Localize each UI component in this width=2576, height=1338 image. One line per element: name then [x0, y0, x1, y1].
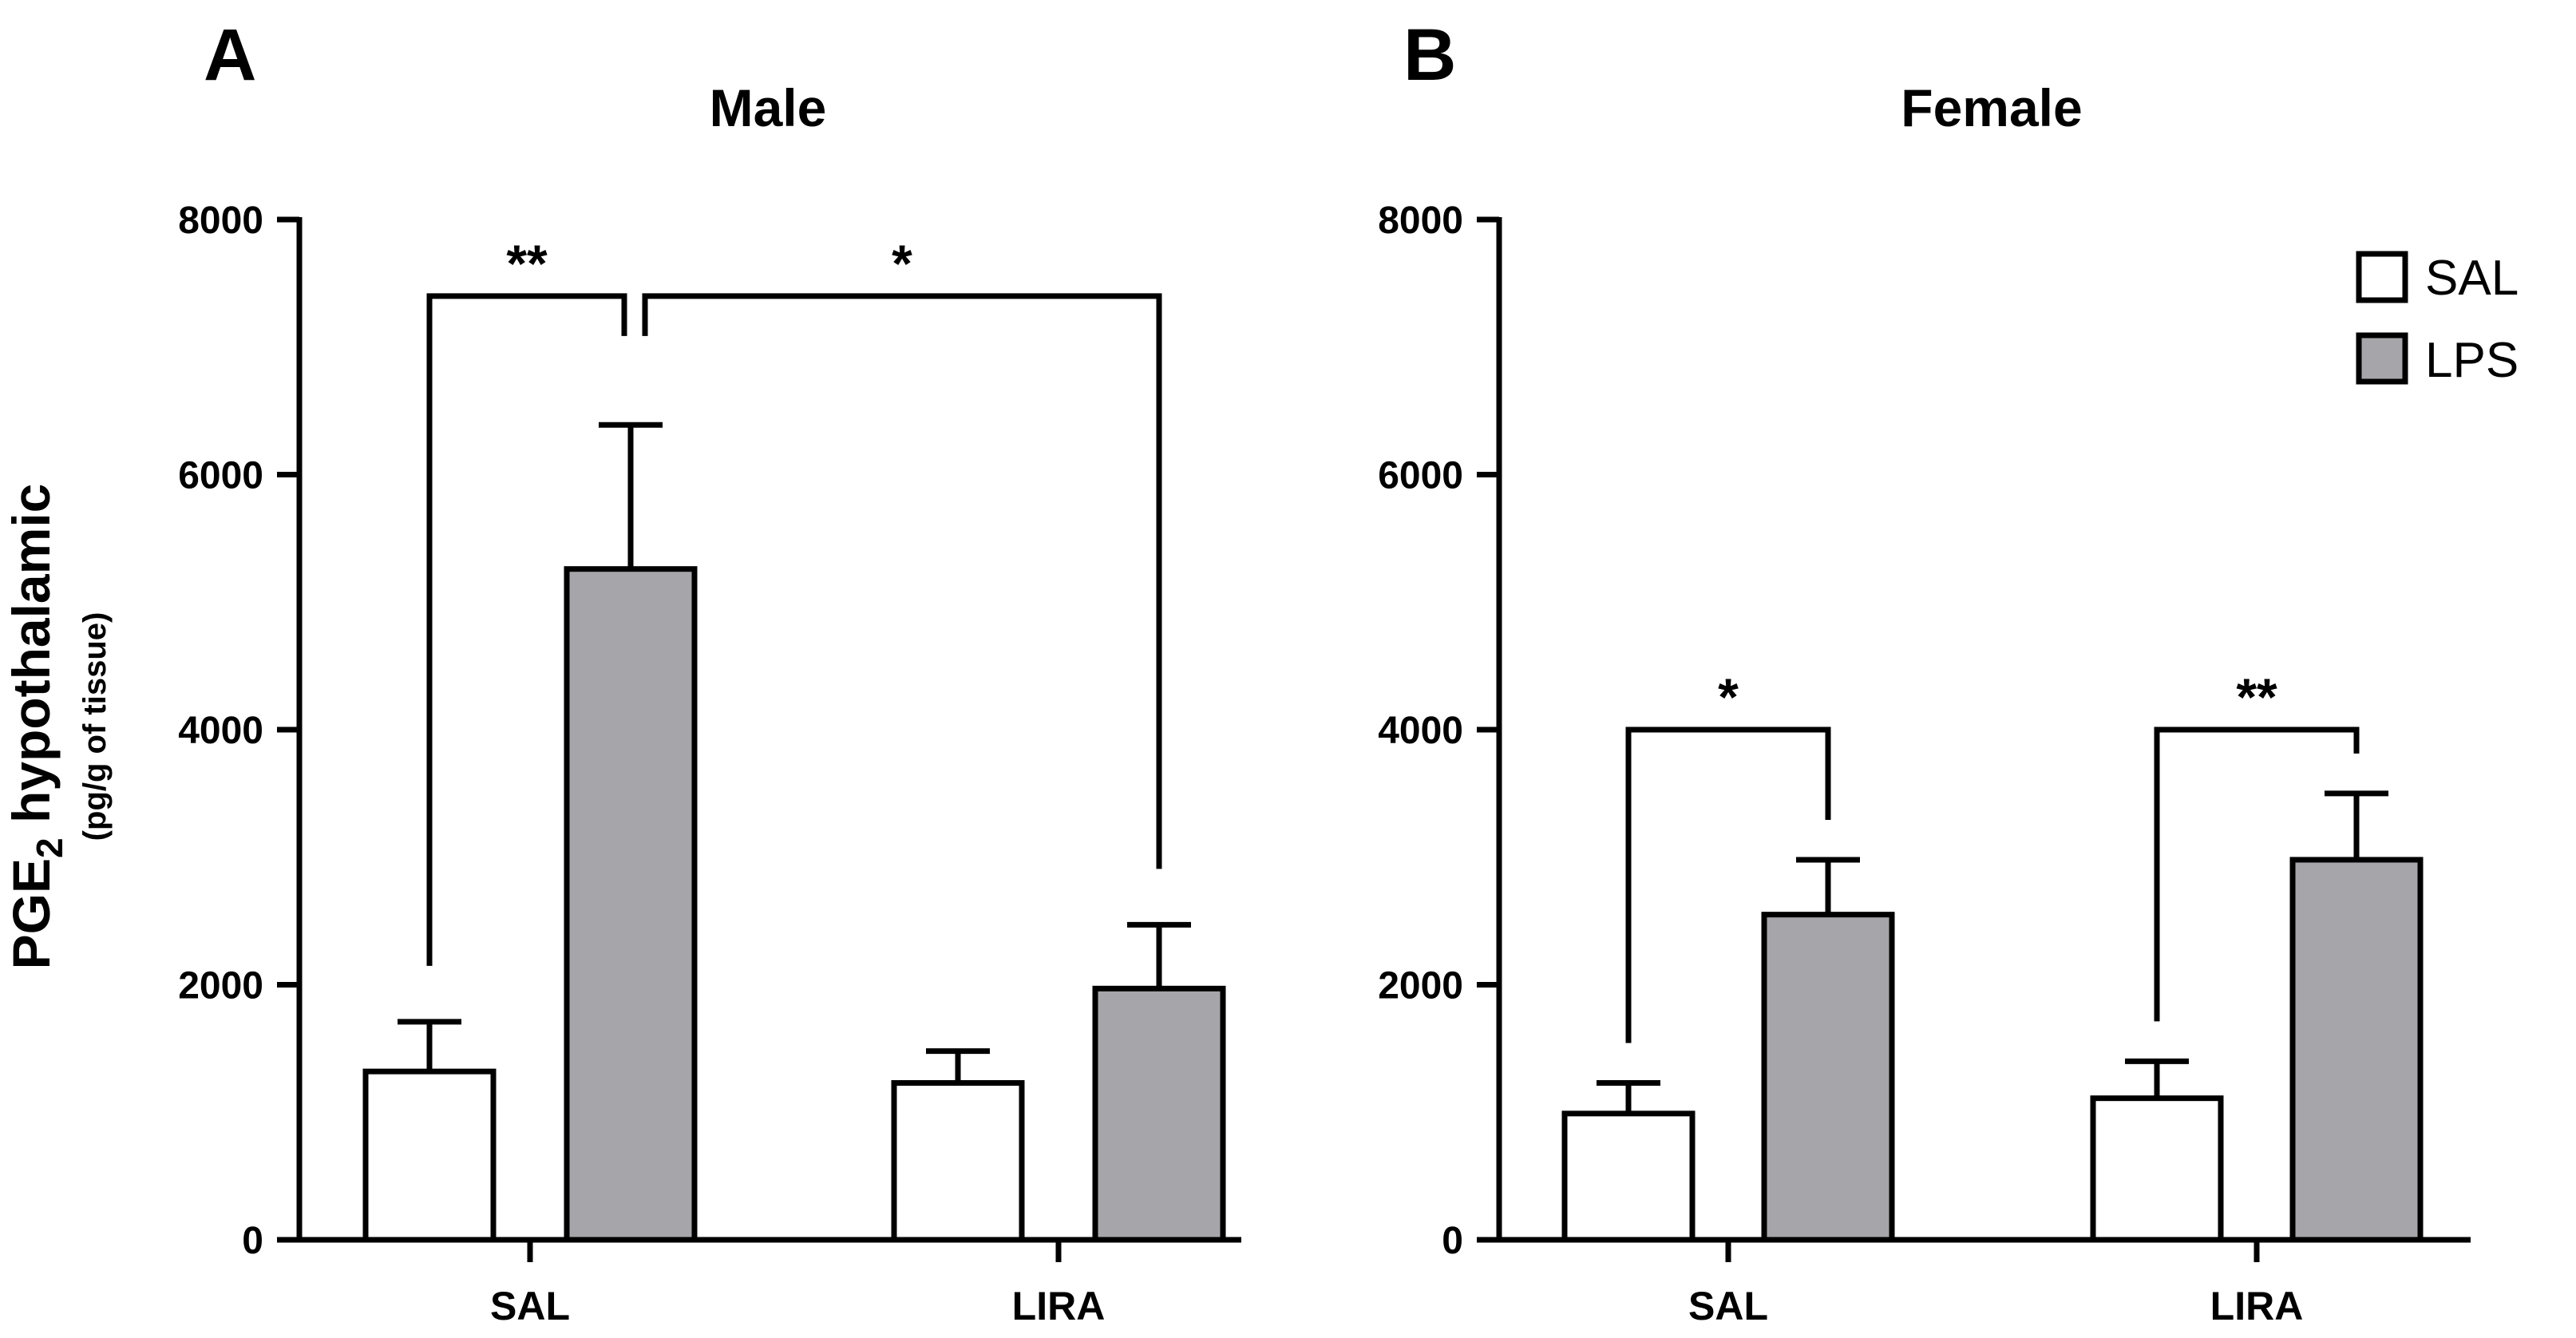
panel-a-y-tick-label: 2000: [178, 965, 263, 1007]
panel-b-axes: 0 2000 4000 6000 8000 SAL LIRA: [1378, 200, 2471, 1328]
panel-a-significance-bracket: [642, 293, 1162, 869]
legend-swatch-lps: [2356, 332, 2408, 385]
panel-a-y-tick-label: 8000: [178, 200, 263, 242]
y-axis-units: (pg/g of tissue): [77, 612, 113, 841]
panel-b-y-tick-label: 8000: [1378, 200, 1463, 242]
panel-b-y-tick-label: 4000: [1378, 710, 1463, 752]
panel-b-bars: [1561, 790, 2424, 1243]
panel-b-significance-bracket: [2154, 726, 2360, 1022]
panel-a-y-tick-label: 0: [242, 1220, 263, 1262]
panel-a-x-tick-label-lira: LIRA: [1012, 1284, 1106, 1328]
y-axis-title: PGE2 hypothalamic (pg/g of tissue): [2, 484, 113, 970]
panel-b-x-tick-label-sal: SAL: [1688, 1284, 1768, 1328]
panel-b-letter: B: [1403, 14, 1456, 96]
y-axis-title-subscript: 2: [29, 837, 70, 858]
legend-label-lps: LPS: [2425, 333, 2519, 388]
panel-a-significance-label: **: [506, 234, 548, 293]
panel-b-significance-label: **: [2236, 667, 2277, 726]
panel-a-bar-lira-sal: [891, 1080, 1025, 1243]
panel-a-letter: A: [204, 14, 256, 96]
legend-swatch-sal: [2356, 251, 2408, 303]
panel-b-x-tick-label-lira: LIRA: [2210, 1284, 2304, 1328]
panel-a-significance-bracket: [426, 293, 627, 966]
panel-a-bar-sal-lps: [564, 566, 698, 1243]
panel-b-significance: * **: [1625, 667, 2360, 1043]
panel-b-title: Female: [1901, 78, 2082, 137]
legend-label-sal: SAL: [2425, 251, 2519, 306]
panel-b-y-tick-label: 2000: [1378, 965, 1463, 1007]
panel-a-significance: ** *: [426, 234, 1162, 966]
panel-b-significance-label: *: [1718, 667, 1739, 726]
panel-a-bar-lira-lps: [1092, 985, 1226, 1243]
panel-a-x-tick-label-sal: SAL: [490, 1284, 570, 1328]
panel-a-y-tick-label: 4000: [178, 710, 263, 752]
panel-a-y-tick-label: 6000: [178, 455, 263, 497]
panel-b-bar-sal-lps: [1761, 912, 1895, 1243]
panel-b-bar-lira-sal: [2090, 1095, 2224, 1243]
panel-a-bars: [362, 422, 1226, 1243]
panel-b-y-tick-label: 6000: [1378, 455, 1463, 497]
y-axis-title-main: PGE: [2, 858, 61, 969]
panel-b-bar-sal-sal: [1561, 1110, 1696, 1243]
y-axis-title-rest: hypothalamic: [2, 484, 61, 838]
panel-a-axes: 0 2000 4000 6000 8000 SAL LIRA: [178, 200, 1241, 1328]
legend: SAL LPS: [2356, 251, 2519, 388]
panel-a-significance-label: *: [892, 234, 912, 293]
panel-a-title: Male: [710, 78, 827, 137]
panel-a-bar-sal-sal: [362, 1068, 497, 1243]
panel-b-bar-lira-lps: [2289, 857, 2424, 1243]
panel-b-significance-bracket: [1625, 726, 1831, 1043]
y-axis-title-text: PGE2 hypothalamic: [2, 484, 70, 970]
panel-b-y-tick-label: 0: [1442, 1220, 1463, 1262]
